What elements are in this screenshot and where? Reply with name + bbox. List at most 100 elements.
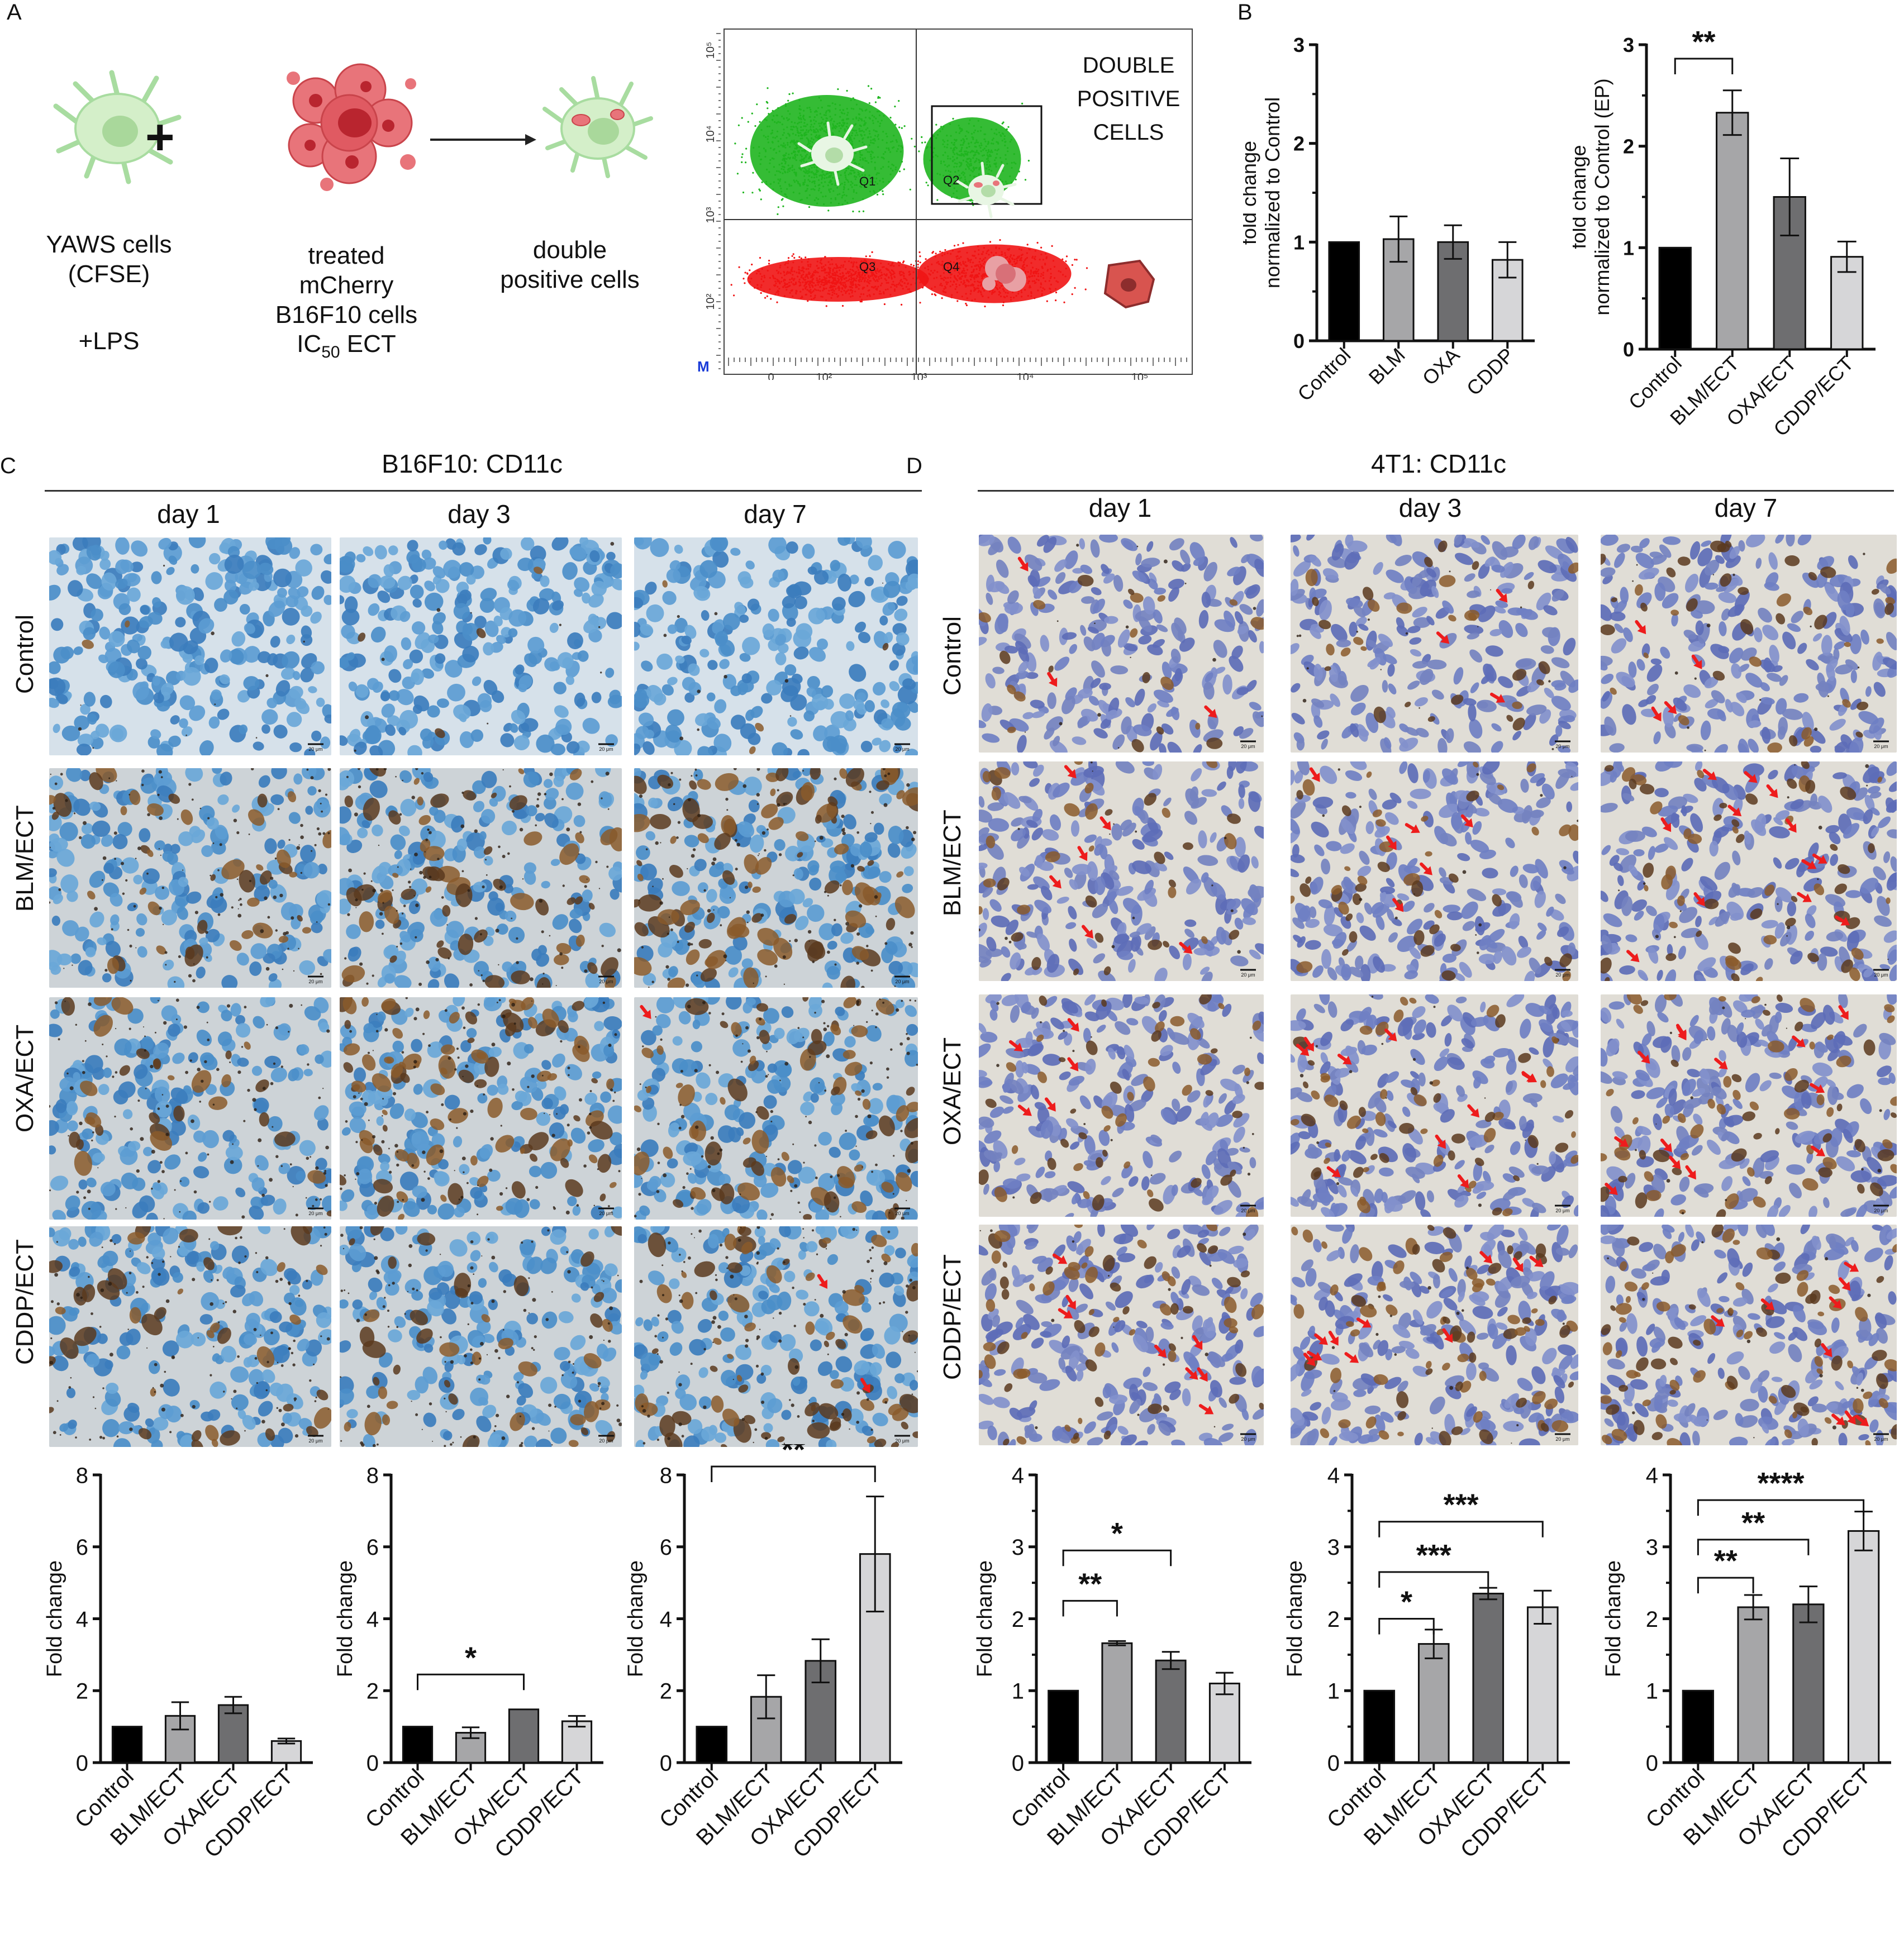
significance-bracket — [1697, 1539, 1810, 1555]
micrograph-texture: 20 μm — [340, 997, 622, 1220]
significance-bracket — [1697, 1499, 1865, 1516]
y-tick-label: 3 — [1293, 34, 1305, 56]
b16f10-control-day1: 20 μm — [49, 537, 331, 755]
micrograph-texture: 20 μm — [340, 768, 622, 988]
yaws-line1: YAWS cells — [46, 231, 172, 258]
4t1-oxa-day3: 20 μm — [1291, 994, 1578, 1217]
significance-label: ** — [1078, 1567, 1102, 1601]
scale-bar-label: 20 μm — [1874, 972, 1888, 978]
b16f10-control-day7: 20 μm — [634, 537, 918, 755]
bar — [1716, 112, 1749, 350]
red-arrow-icon — [1760, 1298, 1775, 1311]
scale-bar-label: 20 μm — [599, 1438, 613, 1444]
c-row-blm: BLM/ECT — [11, 805, 39, 912]
4t1-control-day7: 20 μm — [1601, 535, 1897, 753]
red-arrow-icon — [1460, 814, 1473, 828]
micrograph-texture: 20 μm — [340, 1226, 622, 1447]
gate-label-line2: POSITIVE — [1077, 87, 1181, 111]
y-tick-label: 2 — [1012, 1607, 1024, 1632]
yaws-line2: (CFSE) — [68, 260, 150, 288]
4t1-oxa-day7: 20 μm — [1601, 994, 1897, 1217]
y-tick-label: 1 — [1327, 1679, 1340, 1704]
red-arrow-icon — [1529, 1255, 1544, 1267]
b16f10-control-day3: 20 μm — [340, 537, 622, 755]
y-tick-label: 3 — [1623, 34, 1634, 56]
treated-line1: treated — [308, 242, 385, 269]
red-arrow-icon — [1521, 1071, 1536, 1082]
red-arrow-icon — [1303, 1036, 1314, 1052]
y-tick-label: 4 — [76, 1607, 88, 1632]
red-arrow-icon — [1192, 1335, 1203, 1350]
double-positive-label: double positive cells — [478, 236, 662, 295]
red-arrow-icon — [1637, 1050, 1650, 1064]
red-arrow-icon — [1198, 1404, 1214, 1415]
dendritic-cell-icon — [797, 121, 868, 186]
micrograph-texture: 20 μm — [634, 537, 918, 755]
red-arrow-icon — [1831, 1413, 1845, 1426]
y-tick-label: 1 — [1293, 231, 1305, 254]
red-arrow-icon — [1810, 1083, 1825, 1093]
flow-xtick-label: 10³ — [911, 372, 927, 380]
significance-label: ** — [782, 1444, 805, 1467]
y-tick-label: 4 — [1012, 1463, 1024, 1488]
y-tick-label: 4 — [1646, 1463, 1658, 1488]
micrograph-texture: 20 μm — [634, 768, 918, 988]
tumor-cell-cluster-icon — [982, 256, 1026, 292]
micrograph-texture: 20 μm — [1291, 994, 1578, 1217]
red-arrow-icon — [1296, 1044, 1310, 1056]
scale-bar-label: 20 μm — [1555, 1208, 1569, 1213]
red-arrow-icon — [1082, 925, 1093, 939]
y-tick-label: 0 — [1293, 330, 1305, 353]
bar — [1048, 1689, 1079, 1764]
bar — [1472, 1592, 1505, 1764]
red-arrow-icon — [1693, 892, 1705, 907]
tumor-cells-icon — [287, 63, 416, 191]
red-arrow-icon — [1489, 692, 1505, 703]
4t1-oxa-day1: 20 μm — [979, 994, 1264, 1217]
y-tick-label: 4 — [1327, 1463, 1340, 1488]
significance-label: * — [1401, 1586, 1412, 1619]
flow-xtick-label: 10⁵ — [1131, 372, 1149, 380]
bar — [1526, 1606, 1559, 1764]
micrograph-texture: 20 μm — [1601, 994, 1897, 1217]
red-arrow-icon — [1328, 1330, 1339, 1346]
4t1-cddp-day7: 20 μm — [1601, 1225, 1897, 1445]
red-arrow-icon — [1435, 1134, 1446, 1149]
red-arrow-icon — [1812, 853, 1827, 864]
micrograph-texture: 20 μm — [979, 1225, 1264, 1445]
micrograph-texture: 20 μm — [1601, 535, 1897, 753]
significance-label: **** — [1757, 1467, 1804, 1500]
y-tick-label: 0 — [1012, 1751, 1024, 1775]
bar — [1847, 1530, 1880, 1764]
4t1-control-day1: 20 μm — [979, 535, 1264, 753]
d-row-blm: BLM/ECT — [939, 810, 966, 916]
bar — [1658, 246, 1692, 350]
lps-label: +LPS — [78, 327, 140, 355]
panel-letter-b: B — [1237, 0, 1253, 25]
y-tick-label: 0 — [366, 1751, 379, 1775]
y-tick-label: 1 — [1646, 1679, 1658, 1704]
significance-bracket — [1378, 1618, 1435, 1635]
scale-bar-label: 20 μm — [308, 1211, 322, 1216]
red-arrow-icon — [1337, 1054, 1352, 1065]
d-row-oxa: OXA/ECT — [939, 1037, 966, 1145]
c-col-day7: day 7 — [744, 499, 807, 529]
red-arrow-icon — [1356, 1317, 1372, 1328]
bar — [1682, 1689, 1715, 1764]
red-arrow-icon — [1204, 705, 1217, 718]
significance-label: ** — [1714, 1544, 1738, 1578]
plus-sign: + — [145, 109, 175, 165]
red-arrow-icon — [1044, 1097, 1056, 1112]
micrograph-texture: 20 μm — [49, 1226, 331, 1447]
y-tick-label: 2 — [76, 1679, 88, 1704]
red-arrow-icon — [1008, 1040, 1023, 1052]
red-arrow-icon — [1314, 1333, 1328, 1345]
scale-bar-label: 20 μm — [1241, 1436, 1255, 1442]
d-col-day1: day 1 — [1088, 493, 1152, 522]
y-axis-label: normalized to Control — [1261, 97, 1284, 288]
bar — [1101, 1642, 1133, 1764]
red-arrow-icon — [1197, 1367, 1208, 1382]
